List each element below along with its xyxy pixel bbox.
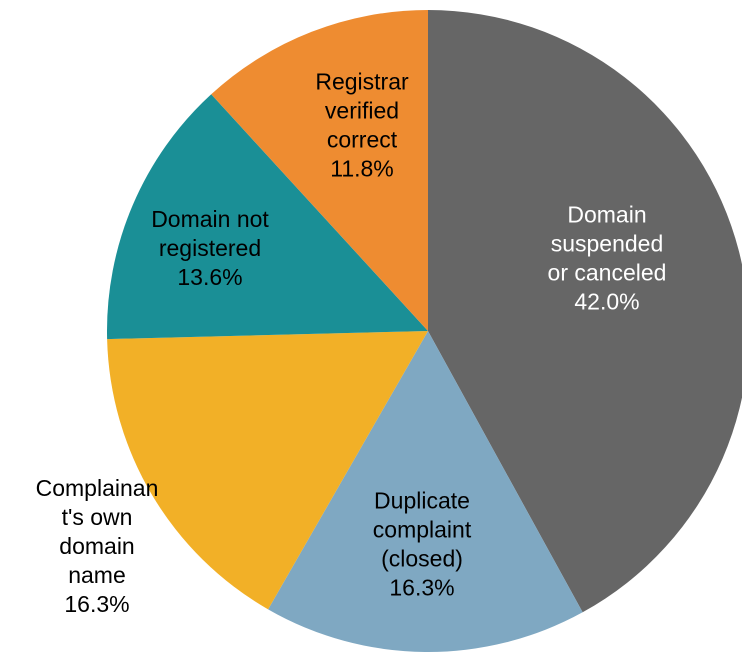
slice-label: Duplicate xyxy=(374,488,470,514)
slice-value-label: 11.8% xyxy=(330,156,394,182)
pie-slice xyxy=(107,331,428,610)
pie-slice xyxy=(428,10,742,613)
slice-label: registered xyxy=(159,235,261,261)
slice-label: domain xyxy=(59,533,134,559)
pie-slice xyxy=(211,10,428,331)
slice-label: or canceled xyxy=(548,260,667,286)
slice-value-label: 16.3% xyxy=(389,575,454,601)
slice-label: Domain xyxy=(567,202,646,228)
slice-label: (closed) xyxy=(381,546,463,572)
slice-label: correct xyxy=(327,127,398,153)
slice-label: Complainan xyxy=(36,475,159,501)
slice-value-label: 13.6% xyxy=(177,264,242,290)
slice-label: Domain not xyxy=(151,206,269,232)
slice-value-label: 16.3% xyxy=(64,591,129,617)
slice-label: verified xyxy=(325,98,399,124)
slice-label: suspended xyxy=(551,231,664,257)
pie-slice xyxy=(268,331,583,652)
slice-label: Registrar xyxy=(315,69,409,95)
pie-slice xyxy=(106,94,428,340)
slice-label: t's own xyxy=(62,504,133,530)
slice-label: name xyxy=(68,562,126,588)
slice-label: complaint xyxy=(373,517,472,543)
slice-value-label: 42.0% xyxy=(574,289,639,315)
